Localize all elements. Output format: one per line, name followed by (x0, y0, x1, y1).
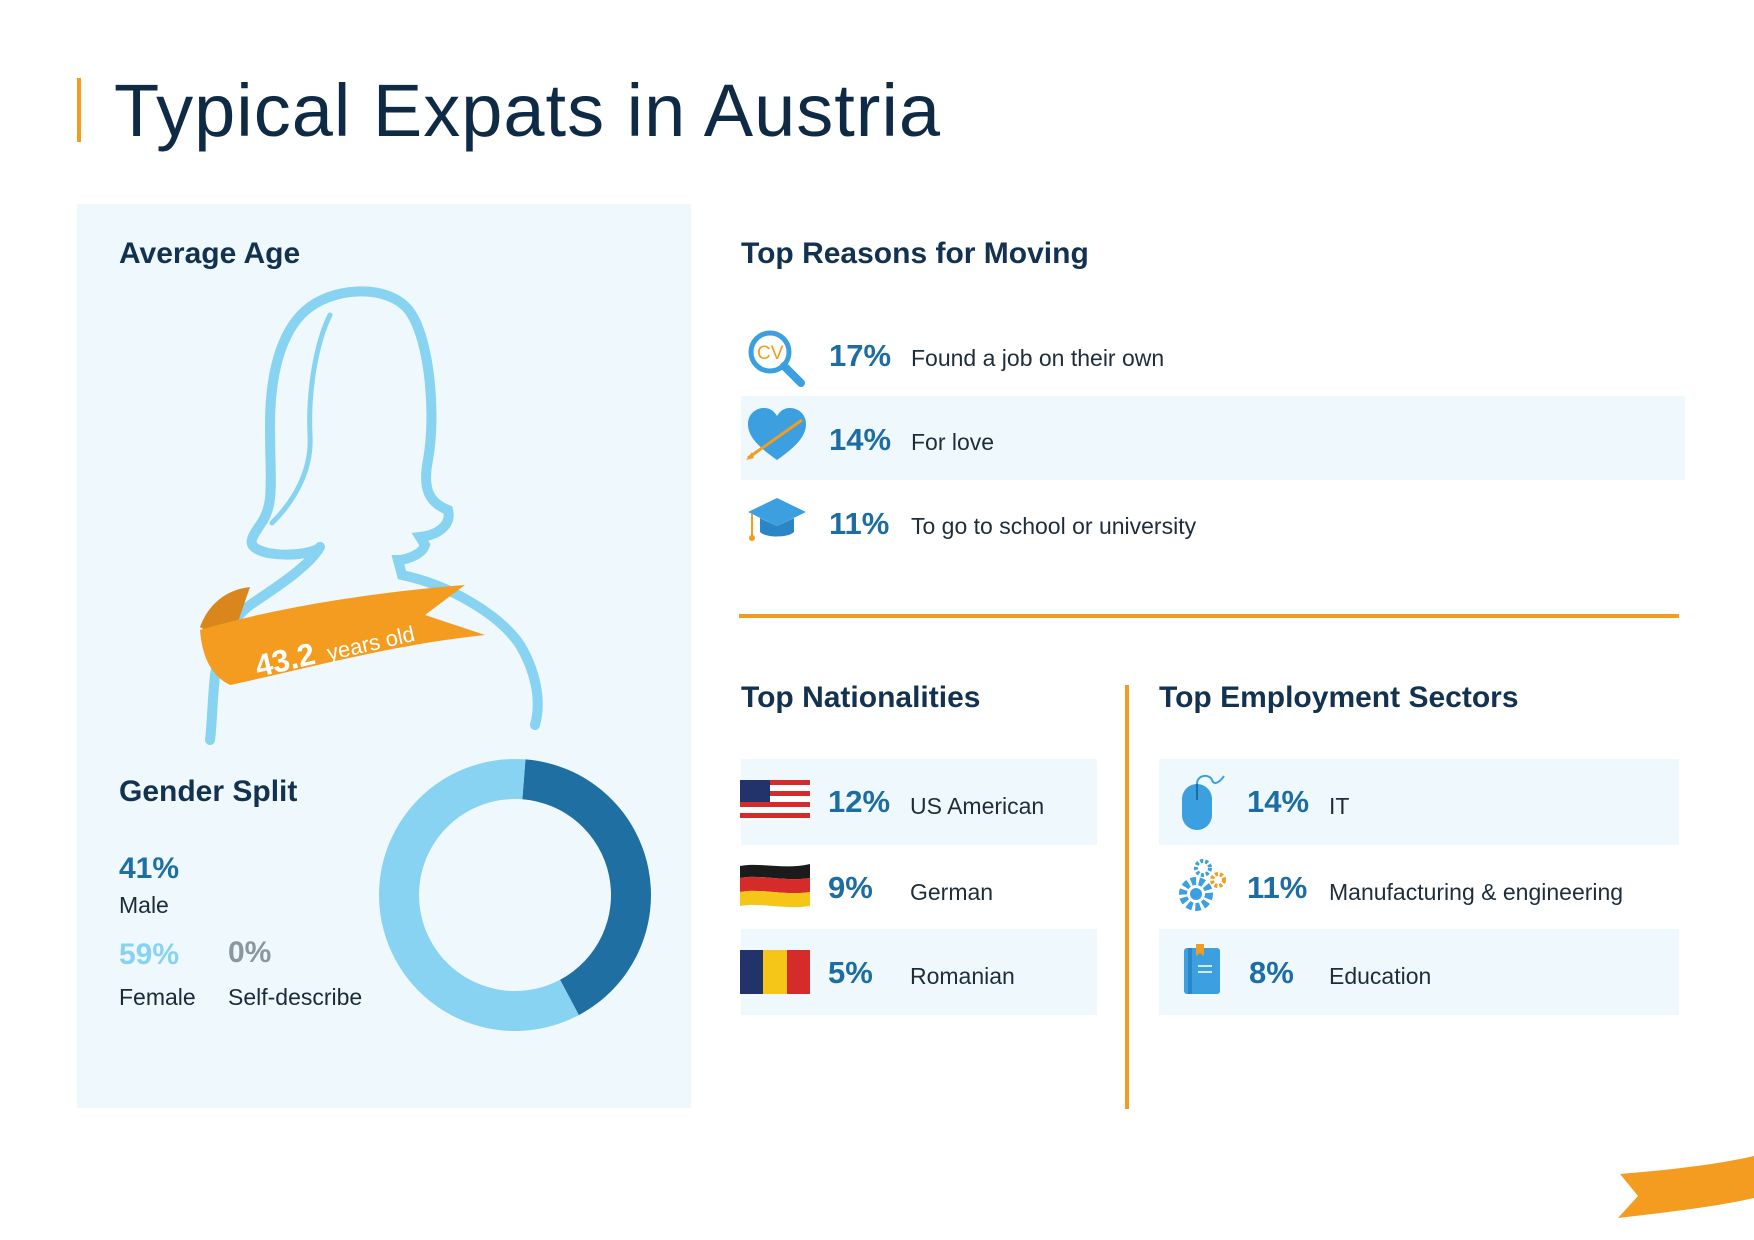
sector-row-band (1159, 759, 1679, 845)
germany-flag-icon (740, 864, 810, 908)
male-label: Male (119, 892, 169, 918)
nationality-3-percentage: 5% (828, 955, 873, 990)
female-label: Female (119, 984, 196, 1010)
self-describe-percentage: 0% (228, 936, 272, 969)
reason-row-band (741, 396, 1685, 480)
donut-slice-male (522, 759, 651, 1016)
nationality-1-percentage: 12% (828, 784, 891, 819)
svg-text:CV: CV (757, 343, 784, 364)
sector-1-label: IT (1329, 793, 1350, 819)
gender-donut-chart (379, 759, 651, 1031)
romania-flag-icon (740, 950, 810, 994)
sector-3-label: Education (1329, 963, 1432, 989)
us-flag-icon (740, 780, 810, 820)
section-divider (739, 614, 1679, 618)
woman-silhouette-icon: 43.2 years old (200, 286, 543, 745)
nationality-3-label: Romanian (910, 963, 1015, 989)
gears-icon (1179, 859, 1226, 911)
female-percentage: 59% (119, 938, 180, 971)
reasons-heading: Top Reasons for Moving (741, 237, 1089, 270)
page-title: Typical Expats in Austria (114, 69, 942, 152)
reason-2-label: For love (911, 429, 995, 455)
reason-2-percentage: 14% (829, 422, 892, 457)
age-ribbon (200, 585, 485, 685)
sector-row-band (1159, 929, 1679, 1015)
sector-2-label: Manufacturing & engineering (1329, 879, 1624, 905)
nationality-2-percentage: 9% (828, 870, 873, 905)
title-accent-bar (77, 78, 81, 142)
book-icon (1184, 944, 1220, 994)
nationality-1-label: US American (910, 793, 1045, 819)
reason-1-percentage: 17% (829, 338, 892, 373)
heart-arrow-icon (746, 408, 806, 460)
reason-3-label: To go to school or university (911, 513, 1197, 539)
donut-slice-female (379, 759, 579, 1031)
sector-3-percentage: 8% (1249, 955, 1294, 990)
average-age-heading: Average Age (119, 237, 301, 270)
sector-2-percentage: 11% (1247, 870, 1308, 905)
computer-mouse-icon (1182, 774, 1225, 830)
nationalities-heading: Top Nationalities (741, 681, 981, 714)
male-percentage: 41% (119, 852, 180, 885)
sectors-heading: Top Employment Sectors (1159, 681, 1519, 714)
column-divider (1125, 685, 1129, 1109)
corner-ribbon-decoration (1618, 1156, 1754, 1218)
self-describe-label: Self-describe (228, 984, 363, 1010)
nationality-2-label: German (910, 879, 994, 905)
reason-1-label: Found a job on their own (911, 345, 1165, 371)
reason-3-percentage: 11% (829, 506, 890, 541)
graduation-cap-icon (748, 498, 806, 541)
sector-1-percentage: 14% (1247, 784, 1310, 819)
gender-split-heading: Gender Split (119, 775, 298, 808)
cv-search-icon: CV (748, 330, 805, 387)
